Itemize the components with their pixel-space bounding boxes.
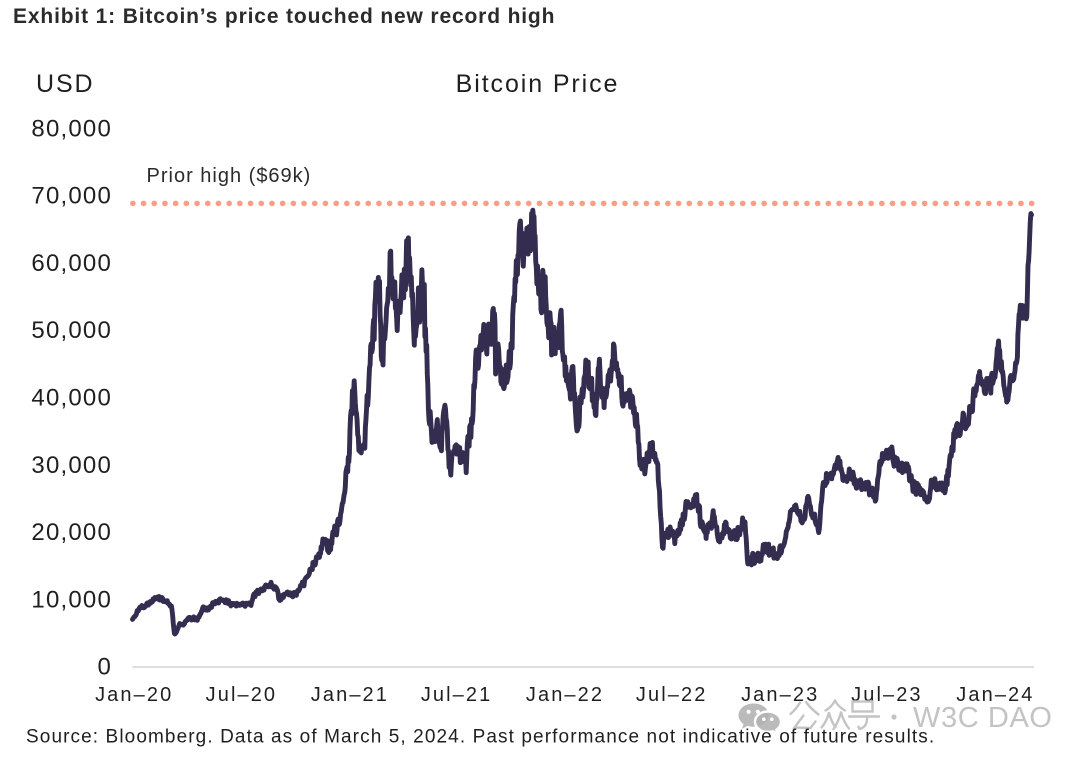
svg-text:W3C DAO: W3C DAO [913,702,1053,734]
svg-text:Exhibit 1: Bitcoin’s price tou: Exhibit 1: Bitcoin’s price touched new r… [13,5,555,28]
svg-text:30,000: 30,000 [31,452,112,479]
svg-text:Jul–21: Jul–21 [421,684,493,706]
svg-text:Jul–22: Jul–22 [636,684,708,706]
svg-text:Prior high ($69k): Prior high ($69k) [147,165,312,187]
svg-text:Bitcoin Price: Bitcoin Price [456,70,620,98]
svg-text:Jul–20: Jul–20 [206,684,278,706]
svg-text:Jan–20: Jan–20 [95,684,173,706]
svg-text:Jul–23: Jul–23 [851,684,923,706]
svg-text:60,000: 60,000 [31,250,112,277]
svg-text:20,000: 20,000 [31,519,112,546]
svg-text:0: 0 [97,654,112,681]
svg-text:80,000: 80,000 [31,115,112,142]
svg-text:70,000: 70,000 [31,183,112,210]
svg-text:40,000: 40,000 [31,385,112,412]
svg-text:50,000: 50,000 [31,317,112,344]
svg-text:Jan–23: Jan–23 [741,684,819,706]
svg-text:Jan–22: Jan–22 [526,684,604,706]
svg-text:Jan–24: Jan–24 [956,684,1034,706]
svg-text:Source: Bloomberg. Data as of: Source: Bloomberg. Data as of March 5, 2… [26,727,935,748]
svg-text:Jan–21: Jan–21 [311,684,389,706]
svg-text:10,000: 10,000 [31,586,112,613]
svg-text:USD: USD [36,70,94,98]
